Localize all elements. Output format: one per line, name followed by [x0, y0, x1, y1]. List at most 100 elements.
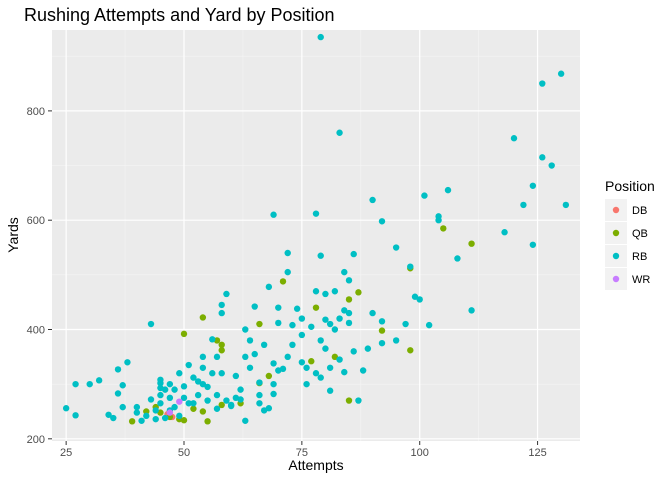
point-rb — [265, 405, 273, 412]
point-rb — [242, 417, 249, 424]
point-rb — [270, 211, 277, 218]
point-rb — [218, 301, 225, 309]
point-rb — [143, 412, 150, 420]
point-rb — [213, 405, 221, 412]
point-rb — [110, 414, 117, 422]
point-rb — [251, 303, 258, 310]
point-rb — [256, 379, 263, 386]
legend: Position DB QB RB WR — [605, 178, 655, 290]
point-rb — [237, 386, 244, 393]
point-rb — [180, 394, 188, 402]
x-tick-label: 50 — [178, 447, 190, 459]
legend-swatch-qb — [612, 229, 620, 237]
point-rb — [256, 391, 263, 399]
point-rb — [392, 337, 400, 344]
point-rb — [185, 400, 192, 407]
point-rb — [562, 201, 570, 209]
point-rb — [341, 368, 348, 376]
point-rb — [435, 213, 442, 220]
point-rb — [557, 70, 565, 77]
point-rb — [62, 405, 70, 412]
point-rb — [166, 394, 174, 402]
point-rb — [95, 377, 103, 384]
point-qb — [279, 278, 287, 285]
point-rb — [194, 378, 202, 385]
legend-label-db: DB — [632, 205, 647, 217]
point-rb — [72, 412, 79, 419]
point-rb — [284, 353, 291, 361]
point-rb — [199, 364, 207, 371]
point-rb — [402, 320, 409, 328]
major-gridlines — [52, 30, 580, 441]
x-tick-label: 100 — [411, 447, 429, 459]
point-qb — [190, 405, 197, 412]
point-rb — [242, 326, 249, 333]
point-rb — [331, 326, 339, 333]
point-rb — [171, 403, 178, 411]
point-rb — [421, 192, 428, 199]
y-tick-label: 800 — [27, 106, 45, 118]
point-rb — [359, 367, 367, 374]
point-rb — [237, 396, 244, 403]
point-rb — [209, 336, 216, 343]
point-rb — [364, 345, 372, 352]
point-rb — [246, 337, 254, 344]
point-qb — [331, 353, 339, 361]
point-qb — [180, 330, 188, 338]
point-rb — [119, 382, 126, 389]
point-rb — [194, 391, 202, 399]
point-rb — [350, 348, 357, 355]
point-rb — [444, 186, 452, 194]
point-rb — [204, 397, 211, 404]
point-rb — [501, 229, 508, 236]
point-qb — [378, 327, 386, 334]
point-rb — [242, 353, 249, 361]
point-rb — [317, 33, 324, 41]
point-qb — [312, 304, 320, 311]
point-rb — [161, 386, 169, 393]
point-rb — [289, 341, 296, 349]
point-rb — [152, 407, 159, 414]
point-rb — [520, 201, 527, 209]
point-wr — [176, 398, 183, 405]
point-rb — [303, 364, 310, 371]
point-qb — [199, 314, 207, 321]
point-rb — [147, 320, 155, 328]
point-rb — [270, 360, 277, 367]
point-rb — [539, 80, 546, 87]
point-rb — [138, 417, 145, 424]
point-rb — [312, 288, 320, 295]
point-qb — [345, 296, 353, 303]
point-rb — [411, 293, 419, 300]
point-rb — [213, 353, 221, 361]
point-rb — [204, 383, 211, 391]
point-rb — [336, 315, 343, 322]
point-rb — [223, 290, 230, 298]
point-qb — [345, 397, 353, 404]
point-rb — [312, 210, 320, 217]
legend-label-wr: WR — [632, 274, 650, 286]
point-qb — [180, 417, 188, 424]
point-rb — [284, 268, 291, 276]
point-wr — [166, 409, 174, 416]
point-rb — [209, 370, 216, 377]
point-rb — [293, 305, 301, 312]
point-qb — [199, 408, 207, 415]
point-rb — [232, 372, 240, 380]
point-rb — [166, 380, 174, 388]
point-rb — [539, 154, 546, 161]
point-qb — [308, 358, 315, 365]
point-rb — [369, 196, 376, 204]
x-tick-label: 125 — [528, 447, 546, 459]
point-rb — [317, 337, 324, 344]
point-qb — [407, 347, 414, 354]
point-rb — [265, 283, 273, 291]
point-rb — [176, 412, 183, 420]
legend-swatch-rb — [612, 252, 620, 260]
point-rb — [275, 304, 282, 311]
point-rb — [317, 374, 324, 381]
point-rb — [322, 345, 329, 352]
minor-gridlines — [52, 30, 580, 441]
point-qb — [204, 418, 211, 425]
